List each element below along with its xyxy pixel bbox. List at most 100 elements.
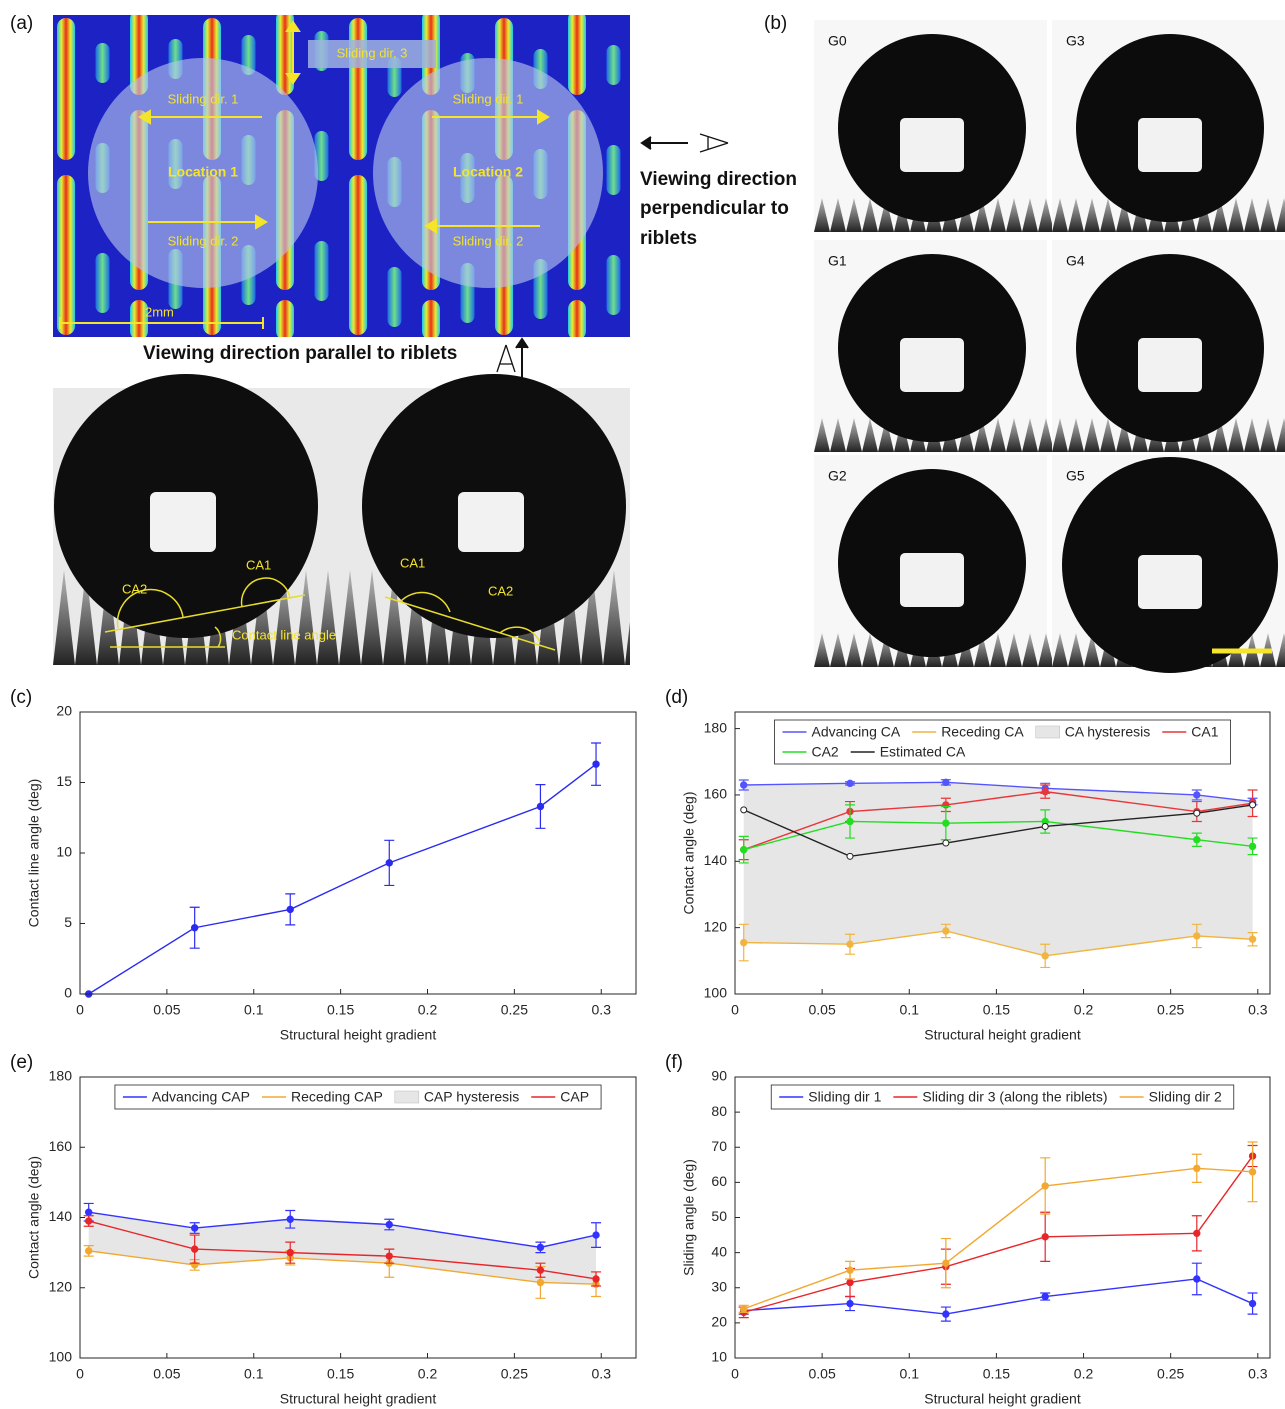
data-point	[385, 1252, 393, 1260]
legend-entry: CAP hysteresis	[394, 1089, 519, 1105]
data-point	[385, 859, 393, 867]
riblet	[1006, 198, 1022, 232]
panel-label: (c)	[10, 687, 32, 708]
legend-entry: CA2	[782, 744, 839, 760]
x-axis-label: Structural height gradient	[280, 1391, 437, 1407]
legend-entry: CAP	[531, 1089, 589, 1105]
stripe	[349, 18, 367, 160]
riblet	[878, 198, 894, 232]
x-axis-label: Structural height gradient	[280, 1027, 437, 1043]
legend: Advancing CA Receding CA CA hysteresis CA1 C…	[774, 719, 1231, 765]
data-point	[286, 1215, 294, 1223]
data-point	[385, 1220, 393, 1229]
y-tick-label: 50	[711, 1208, 727, 1224]
y-tick-label: 80	[711, 1103, 727, 1119]
riblet	[339, 570, 361, 665]
label-box	[308, 40, 436, 68]
reflection	[458, 492, 524, 552]
riblet	[830, 418, 846, 452]
data-point	[942, 1259, 950, 1267]
data-point	[846, 940, 854, 948]
reflection	[1138, 338, 1202, 392]
riblet	[1022, 633, 1038, 667]
riblet	[1006, 633, 1022, 667]
legend-entry: CA1	[1162, 724, 1219, 740]
stripe	[314, 241, 329, 301]
data-point	[942, 1310, 950, 1318]
riblet	[990, 633, 1006, 667]
riblet	[273, 570, 295, 665]
legend-label: CA1	[1191, 724, 1218, 740]
legend-entry: Sliding dir 1	[779, 1089, 882, 1105]
reflection	[1138, 118, 1202, 172]
plot-area	[735, 1077, 1270, 1358]
stripe	[130, 300, 148, 337]
legend-label: CAP hysteresis	[424, 1089, 519, 1105]
hysteresis-band	[743, 782, 1253, 956]
y-tick-label: 5	[64, 914, 72, 930]
y-tick-label: 120	[49, 1278, 73, 1294]
riblet	[1038, 198, 1054, 232]
stripe	[241, 35, 256, 75]
x-tick-label: 0.15	[983, 1366, 1010, 1382]
data-point	[286, 1248, 294, 1257]
riblet	[814, 198, 830, 232]
stripe	[95, 43, 110, 83]
legend-label: Sliding dir 3 (along the riblets)	[922, 1089, 1107, 1105]
x-tick-label: 0.3	[592, 1002, 612, 1018]
data-point	[1193, 809, 1201, 817]
series-line	[88, 1211, 597, 1249]
riblet	[846, 198, 862, 232]
y-tick-label: 0	[64, 985, 72, 1001]
riblet	[1276, 633, 1285, 667]
riblet	[559, 570, 581, 665]
annotation: Location 2	[453, 164, 523, 180]
droplet-label: G1	[828, 253, 847, 269]
series-line	[743, 930, 1253, 957]
y-tick-label: 180	[49, 1068, 73, 1084]
legend-entry: Estimated CA	[850, 744, 966, 760]
x-axis-label: Structural height gradient	[924, 1391, 1081, 1407]
axes-frame	[734, 1076, 1271, 1359]
riblet	[1228, 418, 1244, 452]
riblet	[1116, 198, 1132, 232]
panel-label: (f)	[665, 1052, 683, 1073]
y-tick-label: 60	[711, 1173, 727, 1189]
legend-label: Sliding dir 2	[1149, 1089, 1222, 1105]
stripe	[568, 15, 586, 95]
x-axis-label: Structural height gradient	[924, 1027, 1081, 1043]
riblet	[1100, 418, 1116, 452]
droplet-label: G2	[828, 468, 847, 484]
data-point	[1248, 1168, 1257, 1176]
riblet	[97, 570, 119, 665]
stripe	[387, 267, 402, 327]
legend-entry: Sliding dir 2	[1119, 1089, 1222, 1105]
annotation: Contact line angle	[232, 627, 336, 642]
data-point	[1249, 801, 1257, 809]
annotation: Location 1	[168, 164, 238, 180]
legend-entry: Advancing CAP	[122, 1089, 250, 1105]
annotation: Sliding dir. 1	[168, 91, 239, 106]
riblet	[581, 570, 603, 665]
data-point	[740, 806, 748, 814]
x-tick-label: 0.2	[418, 1366, 438, 1382]
y-tick-label: 160	[49, 1138, 73, 1154]
charts: (c) 0 0.05 0.1 0.15 0.2 0.25 0.3 0 5 10 15 20 Structu…	[10, 687, 1271, 1407]
y-tick-label: 20	[711, 1314, 727, 1330]
legend-entry: Receding CAP	[261, 1089, 383, 1105]
data-point	[592, 1275, 600, 1283]
riblet	[75, 570, 97, 665]
data-point	[942, 927, 950, 935]
data-point	[1193, 791, 1201, 799]
series-line	[743, 781, 1253, 803]
y-tick-label: 120	[704, 918, 728, 934]
data-point	[846, 817, 854, 826]
annotation: Sliding dir. 3	[337, 45, 408, 60]
riblet	[1022, 198, 1038, 232]
y-tick-label: 10	[711, 1349, 727, 1365]
data-point	[740, 781, 748, 789]
annotation: Sliding dir. 2	[168, 233, 239, 248]
legend-label: Sliding dir 1	[808, 1089, 881, 1105]
y-axis-label: Sliding angle (deg)	[681, 1159, 697, 1276]
riblet	[1276, 198, 1285, 232]
